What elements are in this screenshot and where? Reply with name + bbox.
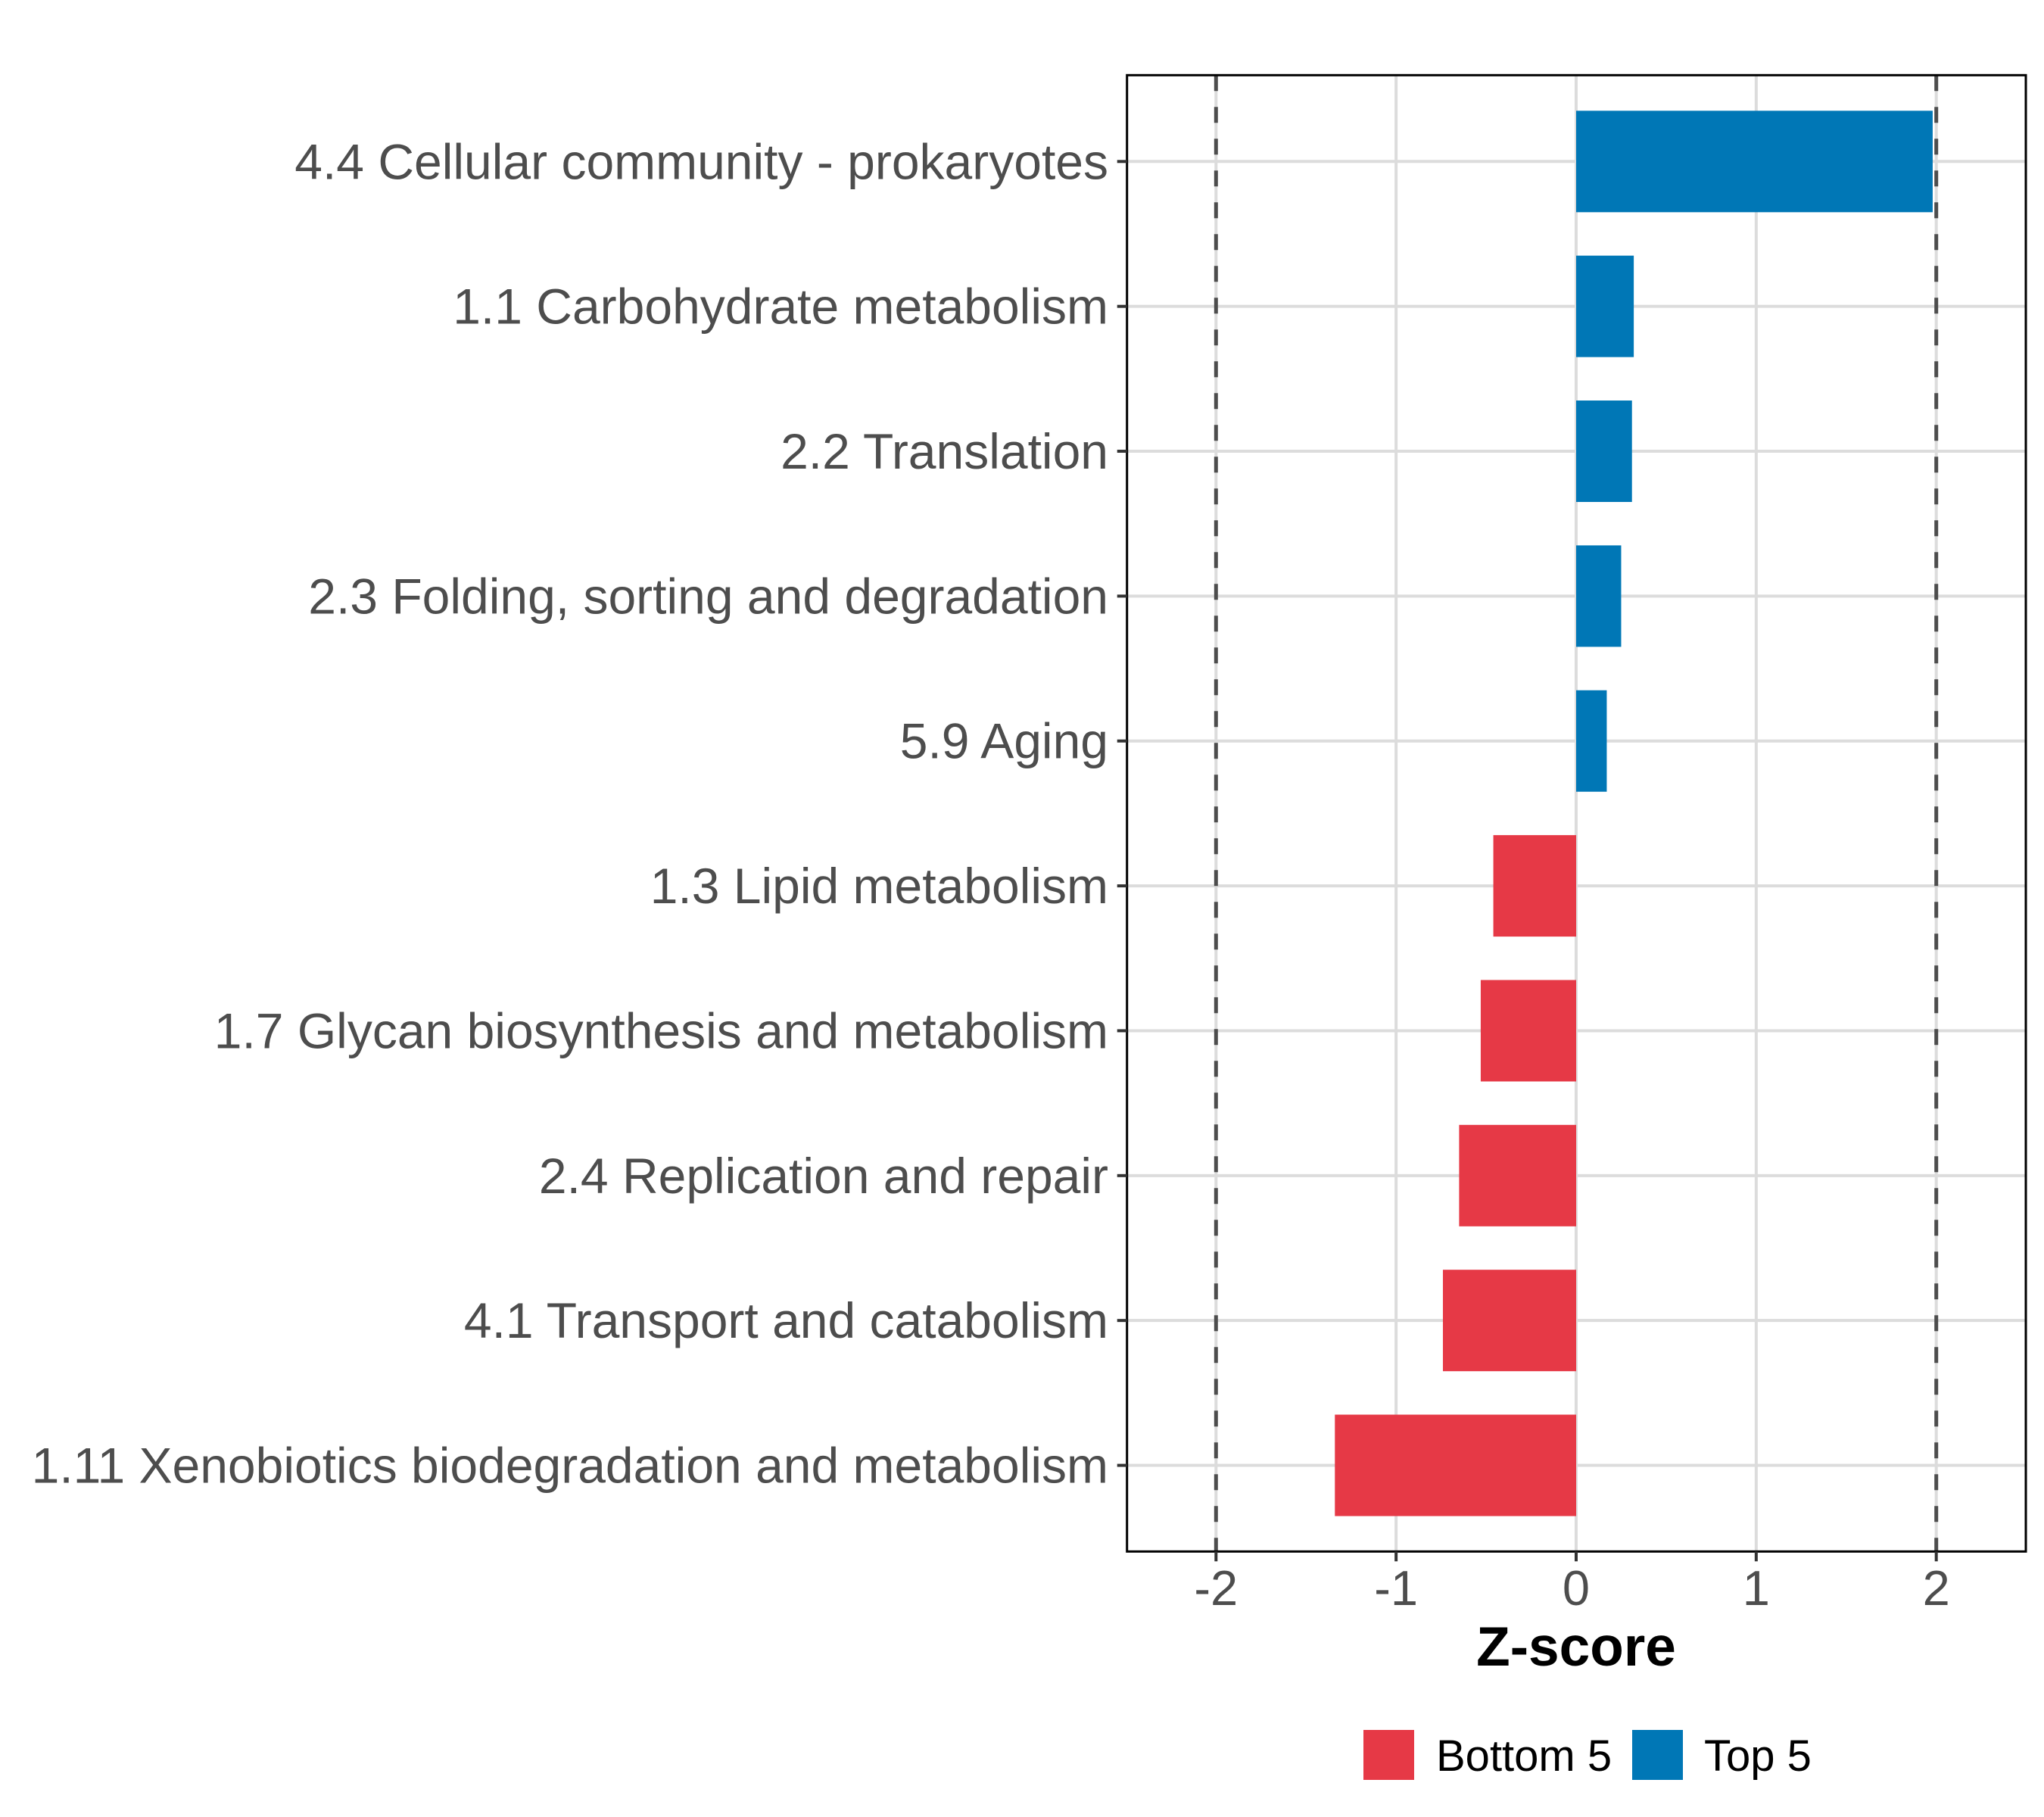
bar-top5 [1576,111,1933,213]
bar-bottom5 [1493,835,1576,937]
y-tick-label: 5.9 Aging [900,713,1108,769]
bar-top5 [1576,545,1622,647]
legend-key-top5 [1632,1730,1683,1780]
x-axis: -2 -1 0 1 2 [1194,1551,1950,1616]
y-tick-label: 2.2 Translation [781,423,1108,479]
y-tick-label: 4.4 Cellular community - prokaryotes [294,133,1108,189]
bar-bottom5 [1480,980,1576,1082]
legend-key-bottom5 [1363,1730,1414,1780]
x-tick-label: 1 [1743,1560,1770,1616]
reference-lines [1214,75,1939,1552]
plot-panel [1126,73,2027,1553]
x-tick-label: 0 [1563,1560,1590,1616]
y-tick-label: 1.7 Glycan biosynthesis and metabolism [214,1002,1108,1058]
y-tick-label: 4.1 Transport and catabolism [464,1292,1108,1348]
bar-bottom5 [1459,1124,1576,1226]
y-tick-label: 1.1 Carbohydrate metabolism [453,279,1108,335]
legend: Bottom 5 Top 5 [1363,1730,1812,1781]
y-tick-label: 2.4 Replication and repair [539,1148,1108,1204]
y-axis: 4.4 Cellular community - prokaryotes 1.1 … [32,133,1127,1494]
bar-top5 [1576,400,1632,503]
bar-bottom5 [1442,1270,1576,1372]
x-axis-title: Z-score [1476,1616,1676,1678]
y-tick-label: 1.11 Xenobiotics biodegradation and meta… [32,1438,1108,1494]
y-tick-label: 1.3 Lipid metabolism [650,858,1108,914]
bar-top5 [1576,255,1634,357]
y-tick-label: 2.3 Folding, sorting and degradation [308,568,1108,624]
bars [1335,111,1933,1516]
bar-bottom5 [1335,1414,1576,1516]
x-tick-label: -2 [1194,1560,1238,1616]
legend-label: Bottom 5 [1436,1731,1612,1781]
bar-top5 [1576,690,1607,792]
legend-label: Top 5 [1704,1731,1812,1781]
x-tick-label: -1 [1374,1560,1418,1616]
x-tick-label: 2 [1923,1560,1950,1616]
